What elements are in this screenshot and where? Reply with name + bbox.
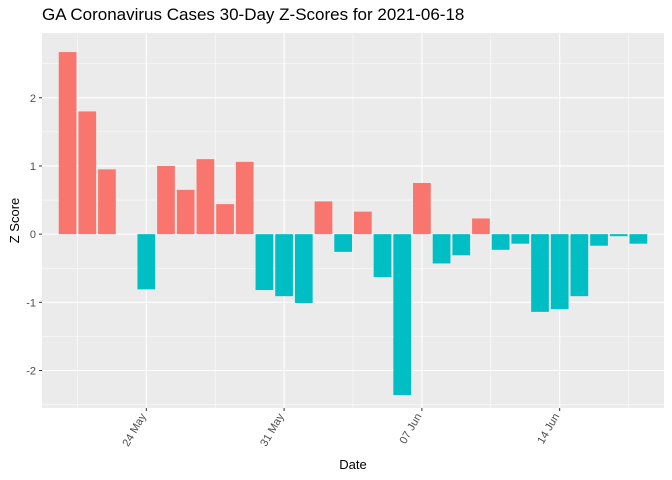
bar-2021-06-17 [609, 234, 628, 237]
y-tick-label: 2 [30, 93, 36, 105]
bar-2021-06-12 [511, 234, 530, 244]
bar-2021-06-05 [373, 234, 392, 278]
bar-2021-05-28 [216, 204, 234, 235]
x-tick-label: 31 May [258, 411, 287, 449]
bar-2021-05-29 [235, 161, 254, 235]
bar-2021-06-13 [531, 234, 549, 312]
x-tick-label: 24 May [120, 411, 149, 449]
bar-2021-05-24 [137, 234, 156, 290]
bar-2021-05-22 [98, 169, 116, 235]
bar-2021-06-14 [550, 234, 569, 310]
bar-2021-06-02 [314, 201, 333, 235]
bar-2021-06-09 [452, 234, 471, 256]
bar-2021-05-25 [157, 165, 175, 235]
chart-title: GA Coronavirus Cases 30-Day Z-Scores for… [42, 5, 465, 24]
bars [58, 52, 648, 396]
y-axis-title: Z Score [7, 198, 22, 244]
bar-2021-06-07 [413, 183, 431, 235]
bar-2021-05-27 [196, 159, 215, 235]
y-tick-label: 1 [30, 161, 36, 173]
bar-2021-05-30 [255, 234, 274, 291]
y-tick-label: 0 [30, 229, 36, 241]
bar-2021-05-26 [176, 189, 195, 235]
x-tick-label: 07 Jun [398, 412, 425, 447]
x-axis: 24 May 31 May 07 Jun 14 Jun [120, 408, 562, 449]
minor-gridlines [42, 33, 664, 408]
bar-2021-06-15 [570, 234, 589, 297]
bar-2021-05-31 [275, 234, 293, 297]
y-tick-label: -1 [26, 297, 36, 309]
y-tick-label: -2 [26, 366, 36, 378]
bar-2021-06-16 [590, 234, 608, 246]
bar-2021-06-01 [294, 234, 313, 303]
bar-2021-06-10 [472, 218, 490, 235]
bar-2021-05-21 [78, 111, 97, 235]
y-axis: -2 -1 0 1 2 [26, 93, 42, 378]
bar-2021-06-11 [491, 234, 510, 250]
bar-2021-05-20 [58, 52, 77, 235]
bar-2021-06-03 [334, 234, 353, 252]
bar-2021-06-06 [393, 234, 412, 396]
bar-2021-06-04 [353, 211, 372, 235]
x-axis-title: Date [339, 457, 366, 472]
bar-2021-06-18 [629, 234, 648, 244]
bar-2021-06-08 [432, 234, 451, 264]
x-tick-label: 14 Jun [535, 412, 562, 447]
